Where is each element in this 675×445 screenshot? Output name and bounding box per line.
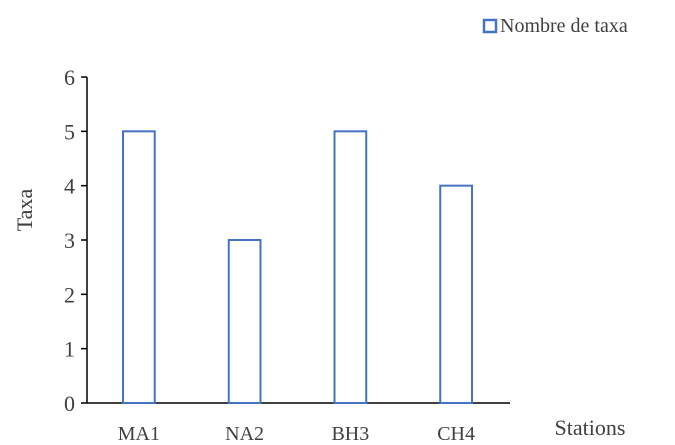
x-tick-label: NA2 [225,423,264,445]
y-tick-label: 3 [64,228,75,253]
y-tick-label: 5 [64,119,75,144]
y-tick-label: 4 [64,174,75,199]
legend: Nombre de taxa [482,15,628,37]
y-tick-label: 2 [64,282,75,307]
bar [227,239,262,404]
x-tick-label: CH4 [437,423,475,445]
y-tick-label: 6 [64,65,75,90]
bar [439,184,473,404]
y-tick-label: 1 [64,337,75,362]
legend-swatch [482,18,498,34]
bar [122,130,156,404]
legend-label: Nombre de taxa [500,15,628,37]
x-axis-title: Stations [555,415,626,440]
x-tick-label: BH3 [331,423,369,445]
plot-area: 0 1 2 3 4 5 6 MA1 NA2 BH3 CH4 [64,65,510,445]
x-tick-label: MA1 [118,423,160,445]
bar [333,130,368,404]
y-tick-label: 0 [64,391,75,416]
y-axis-title: Taxa [12,189,37,232]
